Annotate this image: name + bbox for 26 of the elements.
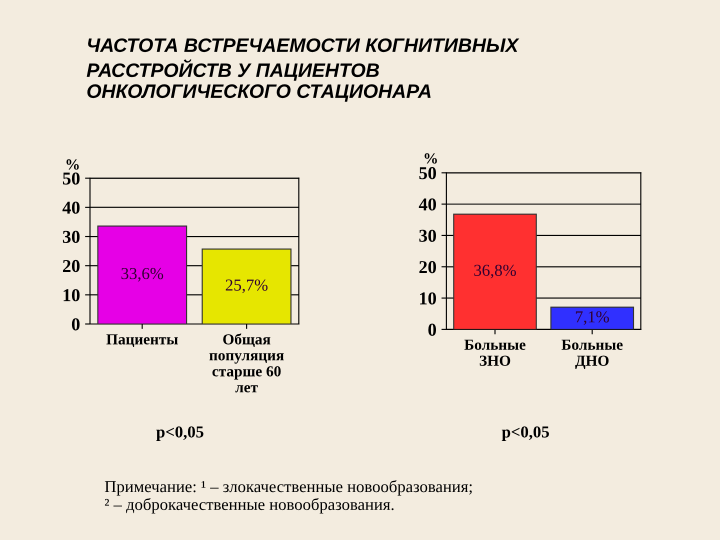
y-tick-label: 50 xyxy=(419,167,436,180)
y-tick-label: 50 xyxy=(62,172,80,185)
text: p<0,05 xyxy=(502,426,549,441)
y-tick-label: 30 xyxy=(62,230,80,243)
x-tick-label: Больные ЗНО xyxy=(464,340,526,366)
x-tick-label: Пациенты xyxy=(106,334,178,347)
y-axis-title: % xyxy=(66,159,79,170)
data-label: 33,6% xyxy=(121,268,164,282)
y-tick-label: 10 xyxy=(64,289,80,302)
data-label: 36,8% xyxy=(474,264,516,278)
y-axis-title: % xyxy=(424,153,437,164)
x-tick-label: Больные ДНО xyxy=(562,340,623,369)
y-tick-label: 20 xyxy=(419,261,436,274)
x-tick-label: Общая популяция старше 60 лет xyxy=(209,333,284,392)
y-tick-label: 20 xyxy=(62,260,80,272)
y-tick-label: 30 xyxy=(419,230,436,242)
text: Примечание: ¹ – злокачественные новообразования; ² – доброкачественные новообразования. xyxy=(104,480,472,514)
chart-title: ЧАСТОТА ВСТРЕЧАЕМОСТИ КОГНИТИВНЫХ РАССТРОЙСТВ У ПАЦИЕНТОВ ОНКОЛОГИЧЕСКОГО СТАЦИОНАРА xyxy=(86,38,520,102)
text: p<0,05 xyxy=(156,426,204,441)
y-tick-label: 10 xyxy=(420,292,436,305)
y-tick-label: 0 xyxy=(72,318,80,330)
y-tick-label: 40 xyxy=(62,202,80,214)
y-tick-label: 40 xyxy=(418,198,436,211)
data-label: 25,7% xyxy=(226,279,268,294)
y-tick-label: 0 xyxy=(428,324,436,336)
data-label: 7,1% xyxy=(576,311,609,325)
